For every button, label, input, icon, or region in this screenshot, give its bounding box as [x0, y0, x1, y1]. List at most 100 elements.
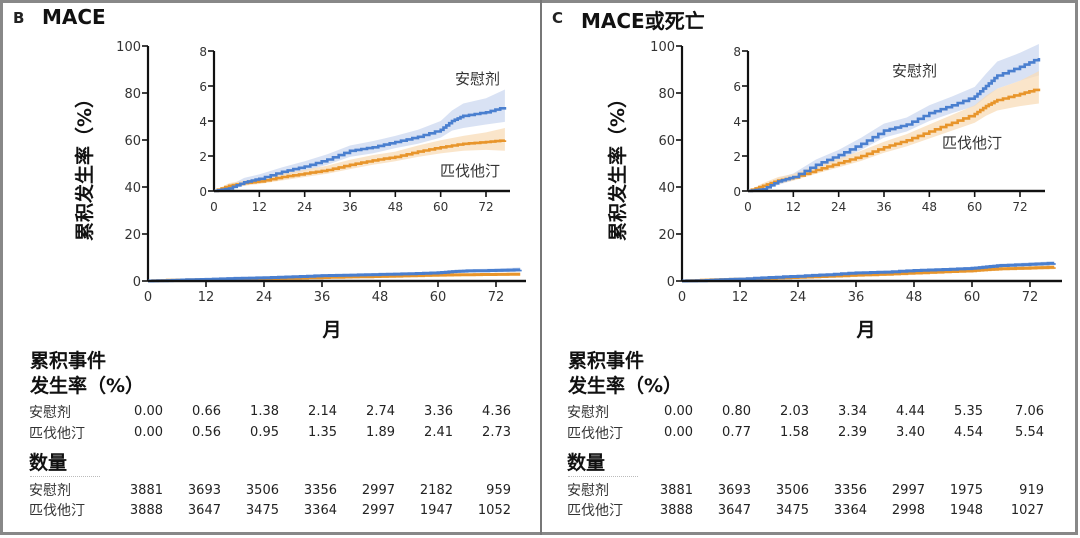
rate-cell: 7.06 [1015, 404, 1044, 419]
y-tick-label: 100 [650, 40, 675, 55]
rate-heading-line1: 累积事件 [30, 350, 107, 372]
legend-label-placebo: 安慰剂 [892, 62, 937, 80]
y-tick-label: 0 [133, 275, 141, 290]
count-cell: 3647 [717, 503, 751, 518]
legend-label-placebo: 安慰剂 [455, 70, 500, 88]
x-tick-label: 72 [478, 200, 493, 214]
x-tick-label: 36 [848, 290, 865, 305]
rate-cell: 1.38 [250, 404, 279, 419]
y-tick-label: 6 [733, 80, 741, 94]
rate-cell: 1.89 [366, 425, 395, 440]
y-tick-label: 8 [199, 45, 207, 59]
count-cell: 3356 [833, 483, 867, 498]
count-cell: 1052 [477, 503, 511, 518]
y-tick-label: 2 [199, 150, 207, 164]
y-tick-label: 6 [199, 80, 207, 94]
y-tick-label: 2 [733, 150, 741, 164]
count-cell: 3364 [833, 503, 867, 518]
count-heading: 数量 [29, 452, 68, 474]
rate-heading-line2: 发生率（%） [30, 375, 145, 397]
rate-cell: 3.36 [424, 404, 453, 419]
count-cell: 1975 [949, 483, 983, 498]
rate-cell: 2.39 [838, 425, 867, 440]
count-cell: 2998 [891, 503, 925, 518]
y-tick-label: 40 [658, 181, 675, 196]
placebo-inset-curve [748, 58, 1041, 193]
count-cell: 1947 [419, 503, 453, 518]
x-tick-label: 36 [314, 290, 331, 305]
x-tick-label: 48 [906, 290, 923, 305]
panel-divider [540, 0, 542, 535]
rate-cell: 2.41 [424, 425, 453, 440]
y-tick-label: 0 [667, 275, 675, 290]
placebo-inset-curve [214, 107, 507, 193]
x-tick-label: 12 [252, 200, 267, 214]
rate-row-label: 安慰剂 [567, 405, 609, 421]
count-row-label: 安慰剂 [567, 483, 609, 499]
rate-cell: 0.00 [134, 425, 163, 440]
x-tick-label: 60 [964, 290, 981, 305]
y-tick-label: 40 [124, 181, 141, 196]
rate-cell: 3.40 [896, 425, 925, 440]
y-tick-label: 20 [658, 228, 675, 243]
rate-cell: 2.03 [780, 404, 809, 419]
x-tick-label: 24 [790, 290, 807, 305]
count-cell: 3356 [303, 483, 337, 498]
x-tick-label: 72 [1022, 290, 1039, 305]
frame-top-border [0, 0, 1078, 3]
x-tick-label: 60 [967, 200, 982, 214]
count-cell: 2182 [419, 483, 453, 498]
count-cell: 3888 [659, 503, 693, 518]
rate-heading-line2: 发生率（%） [568, 375, 683, 397]
rate-cell: 4.44 [896, 404, 925, 419]
rate-cell: 2.14 [308, 404, 337, 419]
rate-row-label: 匹伐他汀 [29, 426, 85, 442]
x-tick-label: 48 [388, 200, 403, 214]
panel-letter: C [552, 9, 564, 27]
x-tick-label: 72 [488, 290, 505, 305]
y-tick-label: 0 [199, 185, 207, 199]
x-tick-label: 0 [144, 290, 152, 305]
panel-c-mace-or-death: C MACE或死亡 0 20 40 60 80 100 0 12 24 36 48 60 72 0 2 4 6 8… [542, 0, 1080, 535]
x-tick-label: 24 [297, 200, 312, 214]
count-cell: 3693 [717, 483, 751, 498]
x-tick-label: 36 [876, 200, 891, 214]
heading-underline [30, 476, 100, 477]
x-tick-label: 36 [342, 200, 357, 214]
rate-heading-line1: 累积事件 [568, 350, 645, 372]
x-tick-label: 12 [198, 290, 215, 305]
y-axis-label: 累积发生率（%） [73, 89, 96, 241]
rate-cell: 0.80 [722, 404, 751, 419]
count-cell: 2997 [361, 503, 395, 518]
count-cell: 3881 [659, 483, 693, 498]
rate-row-label: 匹伐他汀 [567, 426, 623, 442]
count-cell: 919 [1019, 483, 1044, 498]
y-tick-label: 4 [199, 115, 207, 129]
y-tick-label: 80 [658, 87, 675, 102]
rate-cell: 1.58 [780, 425, 809, 440]
rate-cell: 0.00 [664, 425, 693, 440]
rate-cell: 3.34 [838, 404, 867, 419]
heading-underline [568, 476, 638, 477]
frame-right-border [1075, 0, 1078, 535]
rate-cell: 0.77 [722, 425, 751, 440]
x-axis-label: 月 [855, 319, 875, 341]
x-axis-label: 月 [321, 319, 341, 341]
count-cell: 3364 [303, 503, 337, 518]
rate-cell: 0.95 [250, 425, 279, 440]
count-heading: 数量 [567, 452, 606, 474]
rate-cell: 5.35 [954, 404, 983, 419]
rate-cell: 2.74 [366, 404, 395, 419]
y-tick-label: 20 [124, 228, 141, 243]
x-tick-label: 12 [786, 200, 801, 214]
count-cell: 3475 [775, 503, 809, 518]
y-tick-label: 60 [124, 134, 141, 149]
y-axis-label: 累积发生率（%） [606, 89, 629, 241]
x-tick-label: 24 [831, 200, 846, 214]
count-row-label: 安慰剂 [29, 483, 71, 499]
y-tick-label: 4 [733, 115, 741, 129]
